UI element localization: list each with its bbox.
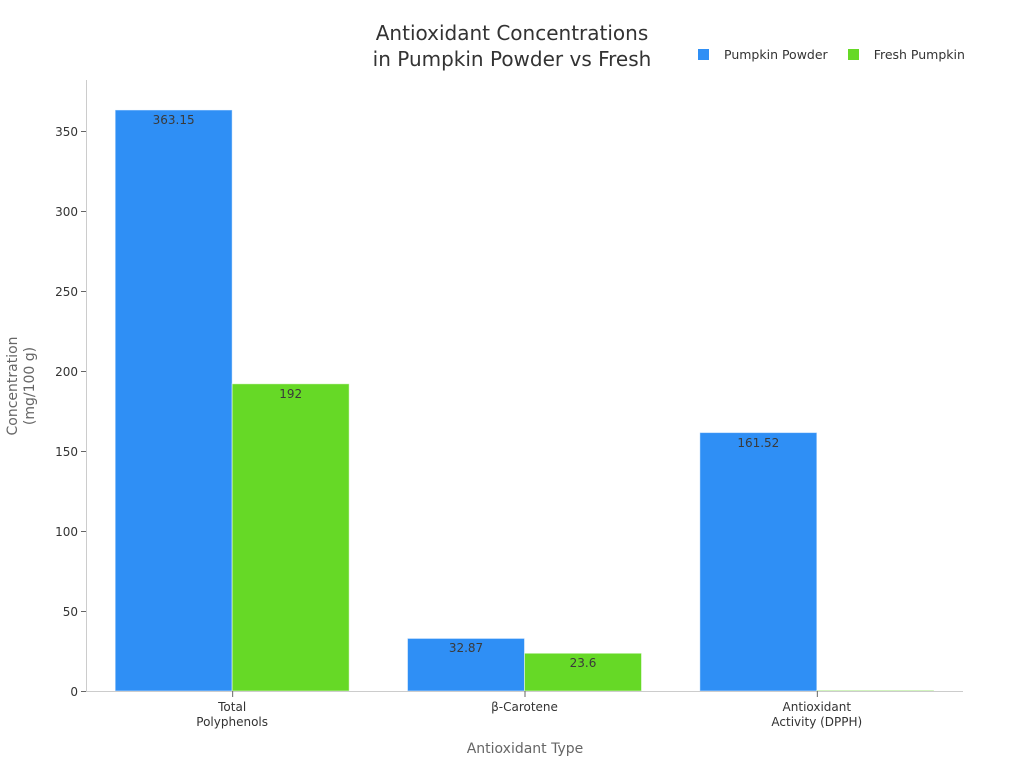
chart-title-line-1: Antioxidant Concentrations (375, 21, 649, 45)
bar-fresh-pumpkin[interactable] (524, 652, 642, 692)
x-ticks (232, 691, 818, 697)
legend-item-fresh-pumpkin[interactable]: Fresh Pumpkin (847, 46, 965, 62)
x-tick-label: β-Carotene (491, 700, 558, 714)
legend-label-fresh-pumpkin: Fresh Pumpkin (873, 46, 965, 62)
legend-swatch-blue-icon (698, 48, 709, 60)
y-axis-title: Concentration (mg/100 g) (5, 336, 39, 435)
bar-value-label: 363.15 (152, 112, 195, 127)
x-tick-label: Total Polyphenols (196, 700, 269, 729)
y-tick-label: 150 (55, 444, 78, 459)
y-axis-title-line-2: (mg/100 g) (22, 346, 38, 426)
y-tick-label: 300 (55, 204, 78, 219)
y-tick-label: 350 (55, 124, 78, 139)
legend-swatch-green-icon (847, 48, 859, 60)
y-tick-label: 100 (55, 524, 78, 539)
y-ticks (81, 131, 86, 692)
bar-value-label: 23.6 (569, 656, 597, 671)
bar-pumpkin-powder[interactable] (114, 109, 233, 692)
bar-fresh-pumpkin[interactable] (231, 383, 350, 692)
bar-value-label: 32.87 (448, 641, 484, 656)
y-axis-title-line-1: Concentration (5, 336, 21, 436)
bar-pumpkin-powder[interactable] (699, 432, 818, 692)
bar-value-label: 192 (279, 386, 303, 401)
legend-label-pumpkin-powder: Pumpkin Powder (724, 46, 828, 62)
y-tick-label: 250 (55, 284, 78, 299)
y-tick-label: 50 (62, 604, 78, 619)
y-tick-label: 0 (70, 684, 78, 699)
y-tick-label: 200 (55, 364, 78, 379)
chart-legend: Pumpkin Powder Fresh Pumpkin (698, 45, 965, 63)
chart-title: Antioxidant Concentrations in Pumpkin Po… (312, 20, 712, 72)
bar-fresh-pumpkin[interactable] (816, 689, 935, 692)
x-tick-label: Antioxidant Activity (DPPH) (771, 700, 863, 729)
chart-title-line-2: in Pumpkin Powder vs Fresh (372, 47, 652, 71)
x-axis-title: Antioxidant Type (466, 741, 584, 757)
legend-item-pumpkin-powder[interactable]: Pumpkin Powder (698, 47, 828, 62)
bar-value-label: 161.52 (737, 435, 780, 450)
